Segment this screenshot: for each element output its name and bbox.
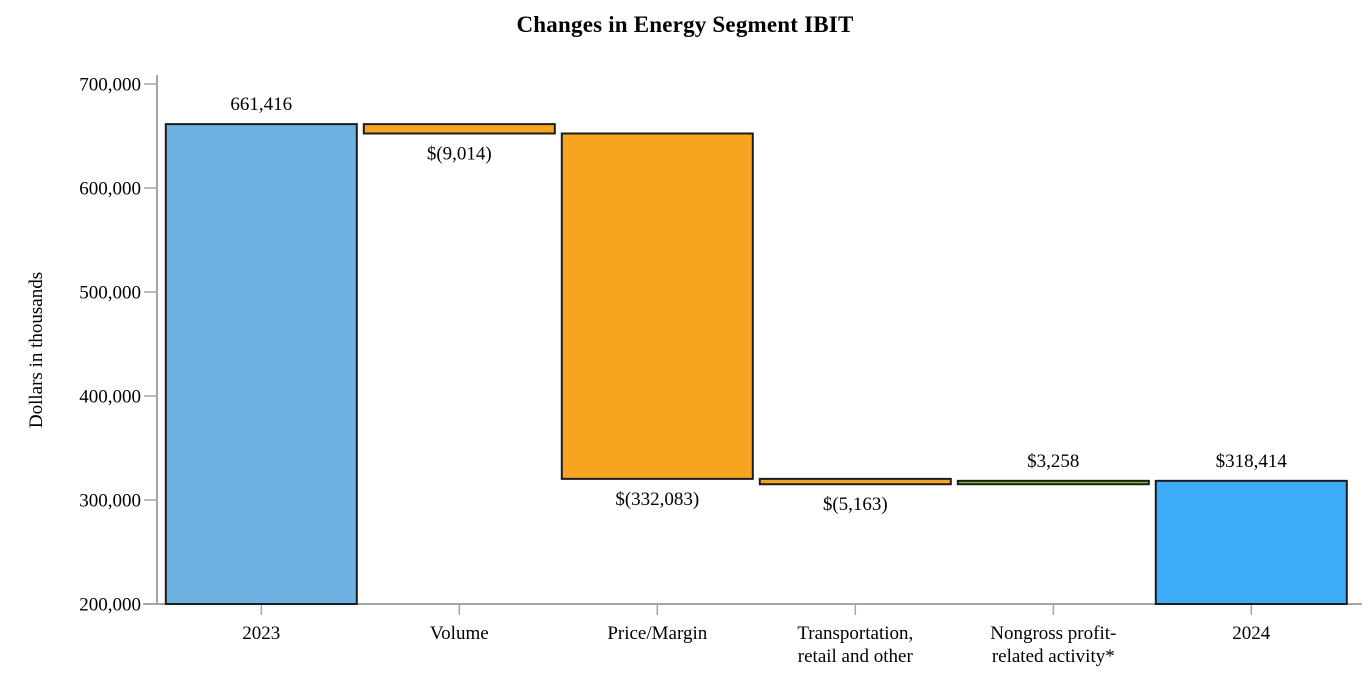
x-category-label-line: 2023 (242, 623, 280, 644)
x-category-label-price-margin: Price/Margin (607, 623, 707, 644)
data-label-price-margin: $(332,083) (615, 489, 699, 510)
y-tick-label: 200,000 (79, 595, 141, 616)
data-label-nongross-profit-related-activity: $3,258 (1027, 451, 1079, 472)
y-tick-label: 700,000 (79, 75, 141, 96)
x-category-label-2024: 2024 (1232, 623, 1271, 644)
x-category-label-transportation-retail-and-other: Transportation, retail and other (797, 623, 913, 667)
chart-title: Changes in Energy Segment IBIT (516, 12, 854, 37)
x-category-label-line: Nongross profit- (990, 623, 1116, 644)
bar-volume (362, 123, 556, 135)
x-category-label-line: Transportation, (797, 623, 913, 644)
y-tick-label: 300,000 (79, 491, 141, 512)
bar-transportation-retail-and-other (758, 477, 952, 486)
x-category-label-volume: Volume (430, 623, 489, 644)
data-label-2024: $318,414 (1216, 451, 1288, 472)
x-category-label-2023: 2023 (242, 623, 280, 644)
x-category-label-line: retail and other (798, 646, 914, 667)
bar-2024 (1154, 479, 1348, 605)
x-category-label-line: 2024 (1232, 623, 1271, 644)
x-category-label-nongross-profit-related-activity: Nongross profit-related activity* (990, 623, 1116, 667)
bar-price-margin (560, 132, 754, 480)
data-label-volume: $(9,014) (427, 144, 492, 165)
x-category-label-line: Volume (430, 623, 489, 644)
bar-2023 (164, 123, 358, 606)
bar-nongross-profit-related-activity (956, 479, 1150, 486)
y-tick-label: 500,000 (79, 283, 141, 304)
data-label-transportation-retail-and-other: $(5,163) (823, 494, 888, 515)
y-tick-label: 400,000 (79, 387, 141, 408)
data-label-2023: 661,416 (230, 94, 292, 115)
y-tick-label: 600,000 (79, 179, 141, 200)
x-category-label-line: Price/Margin (607, 623, 707, 644)
x-category-label-line: related activity* (992, 646, 1115, 667)
